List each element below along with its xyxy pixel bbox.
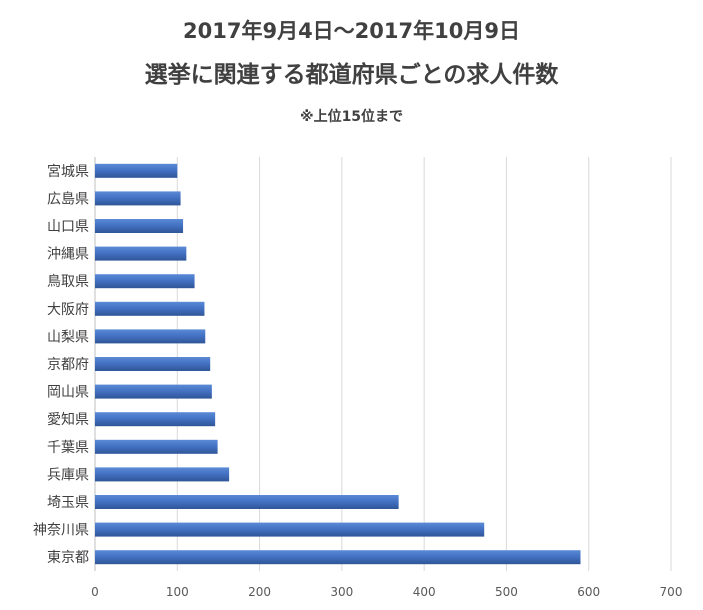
- x-tick-label: 200: [248, 585, 271, 599]
- bar-大阪府: [95, 301, 205, 316]
- category-label: 神奈川県: [33, 523, 89, 539]
- x-tick-label: 700: [660, 585, 683, 599]
- x-tick-label: 100: [166, 585, 189, 599]
- x-tick-label: 600: [577, 585, 600, 599]
- category-label: 山口県: [47, 219, 89, 235]
- x-axis-ticks: 0 100 200 300 400 500 600 700: [91, 585, 682, 599]
- category-label: 埼玉県: [47, 495, 89, 511]
- bar-埼玉県: [95, 495, 399, 509]
- category-label: 鳥取県: [47, 274, 89, 290]
- category-label: 東京都: [47, 550, 89, 566]
- category-label: 沖縄県: [47, 247, 89, 263]
- x-tick-label: 500: [495, 585, 518, 599]
- category-label: 千葉県: [47, 440, 89, 456]
- chart-title: 2017年9月4日～2017年10月9日: [183, 19, 520, 43]
- x-tick-label: 400: [413, 585, 436, 599]
- bar-宮城県: [95, 163, 178, 178]
- bars: [95, 163, 581, 565]
- bar-山梨県: [95, 329, 206, 344]
- bar-兵庫県: [95, 467, 230, 482]
- category-label: 大阪府: [47, 302, 89, 318]
- category-label: 宮城県: [47, 164, 89, 180]
- bar-東京都: [95, 550, 581, 565]
- bar-愛知県: [95, 412, 216, 427]
- category-label: 山梨県: [47, 329, 89, 345]
- bar-京都府: [95, 357, 211, 371]
- bar-山口県: [95, 219, 184, 233]
- category-label: 愛知県: [47, 411, 89, 428]
- category-label: 兵庫県: [47, 466, 89, 483]
- chart-note: ※上位15位まで: [299, 109, 404, 125]
- category-labels: 宮城県広島県山口県沖縄県鳥取県大阪府山梨県京都府岡山県愛知県千葉県兵庫県埼玉県神…: [33, 164, 89, 566]
- category-label: 岡山県: [47, 385, 89, 401]
- bar-千葉県: [95, 439, 218, 454]
- category-label: 京都府: [47, 357, 89, 373]
- chart-subtitle: 選挙に関連する都道府県ごとの求人件数: [144, 62, 559, 88]
- bar-鳥取県: [95, 274, 195, 289]
- bar-広島県: [95, 191, 181, 206]
- x-tick-label: 0: [91, 585, 99, 599]
- category-label: 広島県: [47, 191, 89, 207]
- bar-神奈川県: [95, 522, 485, 537]
- x-tick-label: 300: [330, 585, 353, 599]
- bar-沖縄県: [95, 246, 187, 261]
- bar-岡山県: [95, 384, 212, 399]
